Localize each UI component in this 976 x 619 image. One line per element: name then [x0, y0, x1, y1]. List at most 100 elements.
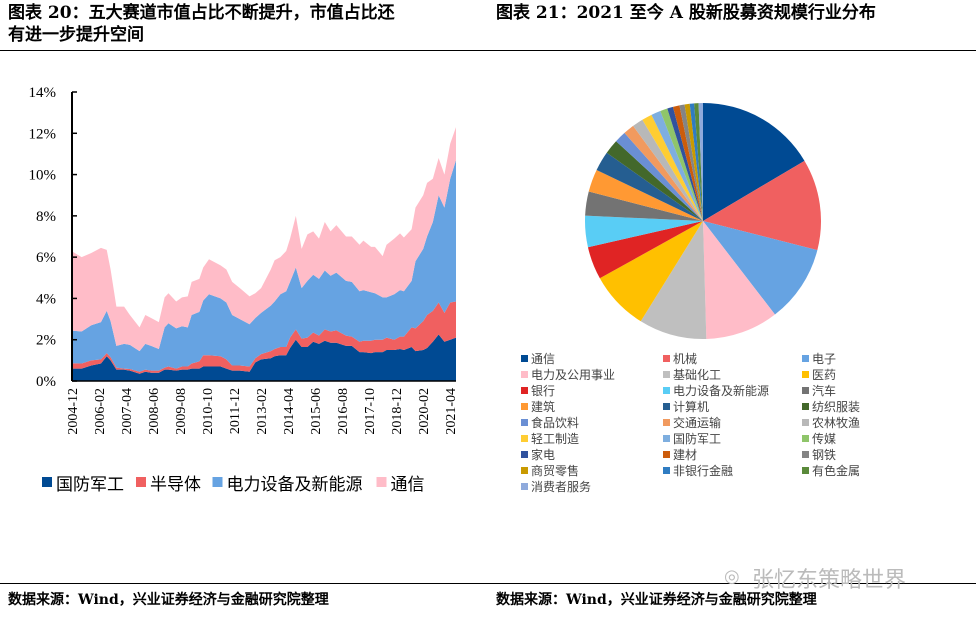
- pie-legend-label: 国防军工: [673, 431, 721, 446]
- pie-legend-label: 有色金属: [812, 463, 860, 478]
- pie-legend-label: 银行: [531, 384, 555, 398]
- pie-legend-swatch: [802, 435, 809, 442]
- pie-legend-swatch: [521, 435, 528, 442]
- y-tick-label: 12%: [29, 126, 57, 142]
- x-tick-label: 2020-02: [417, 388, 432, 435]
- pie-legend-swatch: [802, 355, 809, 362]
- pie-legend-label: 电子: [812, 352, 836, 366]
- x-tick-label: 2010-10: [201, 388, 216, 435]
- pie-legend-label: 纺织服装: [812, 400, 860, 414]
- bottom-divider: [0, 583, 976, 584]
- pie-legend-swatch: [802, 451, 809, 458]
- legend-label: 通信: [391, 475, 425, 495]
- pie-legend-label: 基础化工: [673, 368, 721, 382]
- pie-legend-label: 建筑: [531, 399, 555, 414]
- legend-swatch: [42, 477, 52, 487]
- right-chart-title: 图表 21：2021 至今 A 股新股募资规模行业分布: [496, 3, 876, 23]
- pie-slice-电子: [703, 221, 818, 315]
- pie-legend-label: 商贸零售: [531, 463, 579, 478]
- pie-slice-医药: [599, 221, 703, 322]
- left-source: 数据来源：Wind，兴业证券经济与金融研究院整理: [8, 592, 329, 608]
- pie-legend-swatch: [521, 483, 528, 490]
- pie-legend-swatch: [663, 387, 670, 394]
- pie-legend-label: 电力及公用事业: [531, 368, 615, 382]
- pie-legend-swatch: [521, 371, 528, 378]
- y-tick-label: 0%: [36, 374, 56, 390]
- pie-legend-label: 家电: [531, 447, 555, 462]
- y-tick-label: 14%: [29, 85, 57, 101]
- area-国防军工: [72, 334, 456, 381]
- pie-legend-swatch: [802, 403, 809, 410]
- pie-slice-通信: [703, 103, 805, 221]
- pie-legend-label: 农林牧渔: [812, 416, 860, 430]
- x-tick-label: 2011-12: [228, 388, 243, 434]
- pie-slice-电力设备及新能源: [585, 215, 703, 248]
- y-tick-label: 2%: [36, 333, 56, 349]
- pie-legend-swatch: [521, 355, 528, 362]
- x-tick-label: 2017-10: [363, 388, 378, 435]
- pie-slice-银行: [587, 221, 703, 279]
- pie-legend-swatch: [663, 467, 670, 474]
- pie-legend-label: 非银行金融: [673, 463, 733, 478]
- pie-legend-swatch: [802, 419, 809, 426]
- y-tick-label: 10%: [29, 168, 57, 184]
- pie-slice-机械: [703, 160, 821, 251]
- x-tick-label: 2021-04: [444, 388, 459, 435]
- pie-slice-传媒: [660, 108, 703, 221]
- pie-legend-swatch: [521, 403, 528, 410]
- pie-slice-有色金属: [694, 103, 703, 221]
- x-tick-label: 2009-08: [174, 388, 189, 435]
- pie-slice-建筑: [588, 169, 703, 221]
- pie-legend-swatch: [663, 419, 670, 426]
- pie-legend-swatch: [663, 435, 670, 442]
- pie-legend-swatch: [802, 467, 809, 474]
- pie-legend-swatch: [663, 451, 670, 458]
- legend-swatch: [136, 477, 146, 487]
- title-line: 图表 20：五大赛道市值占比不断提升，市值占比还: [8, 3, 395, 23]
- pie-legend-swatch: [521, 387, 528, 394]
- pie-slice-建材: [672, 105, 703, 221]
- pie-legend-label: 钢铁: [812, 448, 836, 462]
- legend-label: 半导体: [150, 475, 201, 495]
- pie-legend-label: 交通运输: [673, 415, 721, 430]
- pie-slice-轻工制造: [642, 114, 703, 221]
- title-line: 有进一步提升空间: [8, 25, 144, 45]
- pie-slice-商贸零售: [684, 103, 703, 221]
- pie-slice-电力及公用事业: [703, 221, 775, 339]
- legend-label: 电力设备及新能源: [227, 475, 363, 495]
- pie-slice-计算机: [596, 152, 703, 221]
- pie-legend-swatch: [663, 355, 670, 362]
- pie-slice-非银行金融: [689, 103, 703, 221]
- wechat-icon: ◎: [724, 566, 740, 587]
- y-tick-label: 4%: [36, 291, 56, 307]
- pie-legend-swatch: [802, 387, 809, 394]
- pie-slice-家电: [667, 106, 703, 221]
- y-tick-label: 8%: [36, 209, 56, 225]
- pie-legend-swatch: [521, 451, 528, 458]
- pie-slice-消费者服务: [698, 103, 703, 221]
- x-tick-label: 2004-12: [66, 388, 81, 435]
- pie-legend-label: 食品饮料: [531, 415, 579, 430]
- watermark: 张忆东策略世界: [752, 568, 907, 593]
- pie-legend-swatch: [802, 371, 809, 378]
- legend-label: 国防军工: [56, 475, 124, 495]
- pie-legend-swatch: [663, 403, 670, 410]
- pie-legend-label: 汽车: [812, 383, 836, 398]
- pie-slice-交通运输: [624, 125, 703, 221]
- left-chart-title: 图表 20：五大赛道市值占比不断提升，市值占比还 有进一步提升空间: [8, 2, 478, 46]
- pie-slice-汽车: [585, 191, 703, 221]
- pie-slice-国防军工: [651, 110, 703, 221]
- top-divider: [0, 50, 976, 51]
- pie-legend-swatch: [521, 419, 528, 426]
- area-电力设备及新能源: [72, 160, 456, 372]
- pie-legend-label: 医药: [812, 368, 836, 382]
- pie-slice-钢铁: [679, 104, 703, 221]
- x-tick-label: 2008-06: [147, 388, 162, 435]
- pie-legend-label: 电力设备及新能源: [673, 383, 769, 398]
- x-tick-label: 2013-02: [255, 388, 270, 435]
- pie-slice-食品饮料: [616, 132, 703, 221]
- pie-legend-label: 传媒: [812, 431, 836, 446]
- legend-swatch: [212, 477, 223, 487]
- pie-legend-label: 消费者服务: [531, 479, 591, 494]
